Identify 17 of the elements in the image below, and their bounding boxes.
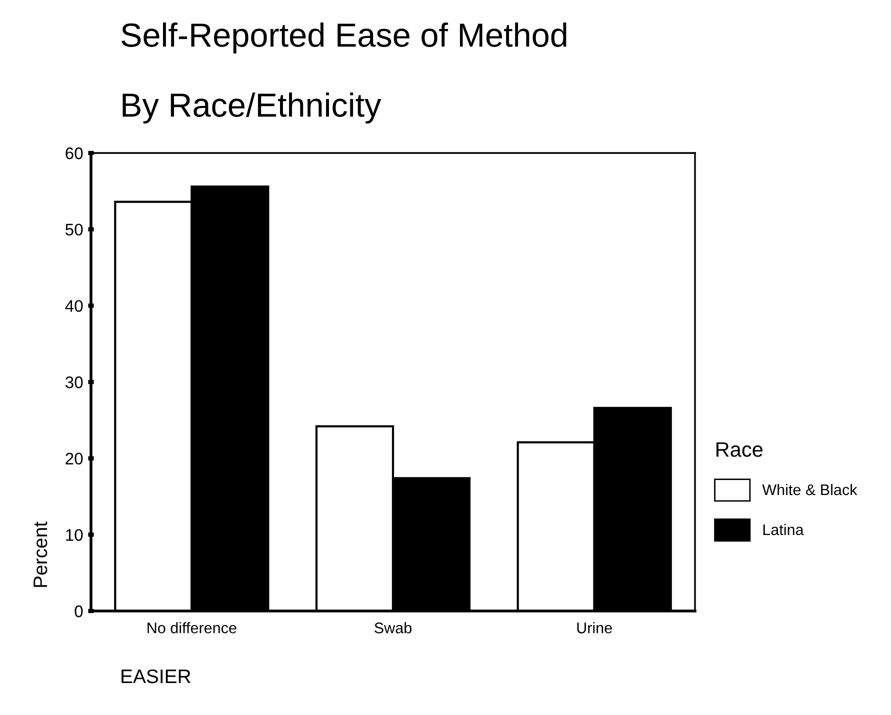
y-tick-label: 10	[66, 529, 83, 541]
y-axis-title: Percent	[34, 522, 48, 587]
chart-title: Self-Reported Ease of Method	[122, 22, 566, 54]
y-tick-label: 30	[65, 376, 83, 388]
y-tick-label: 60	[66, 147, 83, 160]
legend-label: Latina	[763, 524, 804, 536]
y-tick-label: 0	[74, 605, 83, 618]
legend-label: White & Black	[762, 484, 858, 496]
x-tick-label: Swab	[374, 622, 412, 634]
chart-subtitle: By Race/Ethnicity	[122, 92, 382, 124]
y-tick-label: 20	[66, 452, 83, 465]
x-tick-label: No difference	[148, 622, 236, 634]
y-tick-label: 40	[65, 300, 83, 312]
legend-title: Race	[716, 442, 762, 457]
y-tick-label: 50	[65, 224, 83, 236]
x-tick-label: Urine	[577, 622, 612, 634]
x-axis-title: EASIER	[122, 669, 190, 684]
